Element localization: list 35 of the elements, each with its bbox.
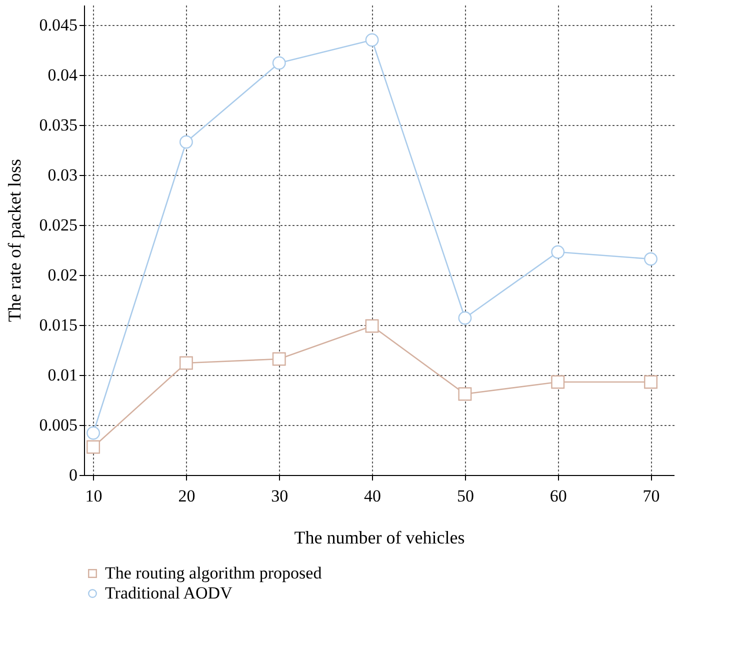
legend-label: Traditional AODV (105, 584, 234, 602)
y-tick-label: 0.005 (39, 416, 78, 434)
y-tick-label: 0.045 (39, 16, 78, 34)
x-tick-label: 50 (456, 486, 474, 506)
point (551, 245, 565, 259)
y-tick-label: 0.01 (48, 366, 78, 384)
point (86, 440, 100, 454)
point (179, 135, 193, 149)
point (551, 375, 565, 389)
point (272, 56, 286, 70)
point (86, 426, 100, 440)
x-tick-label: 40 (364, 486, 382, 506)
x-tick-label: 60 (550, 486, 567, 506)
y-tick-label: 0.025 (39, 216, 78, 234)
point (365, 33, 379, 47)
y-axis-title: The rate of packet loss (4, 159, 24, 322)
y-tick-label: 0.02 (48, 266, 78, 284)
x-axis-title: The number of vehicles (294, 528, 465, 548)
x-tick-label: 10 (85, 486, 102, 506)
x-tick-label: 70 (642, 486, 660, 506)
y-tick-label: 0.03 (48, 166, 78, 184)
y-tick-label: 0.04 (48, 66, 78, 84)
point (272, 352, 286, 366)
legend-label: The routing algorithm proposed (105, 564, 322, 582)
y-tick-label: 0 (69, 466, 78, 484)
x-tick-label: 20 (178, 486, 196, 506)
point (644, 252, 658, 266)
point (458, 311, 472, 325)
y-tick-label: 0.035 (39, 116, 78, 134)
point (365, 319, 379, 333)
point (458, 387, 472, 401)
point (179, 356, 193, 370)
x-tick-label: 30 (271, 486, 288, 506)
point (644, 375, 658, 389)
y-tick-label: 0.015 (39, 316, 78, 334)
